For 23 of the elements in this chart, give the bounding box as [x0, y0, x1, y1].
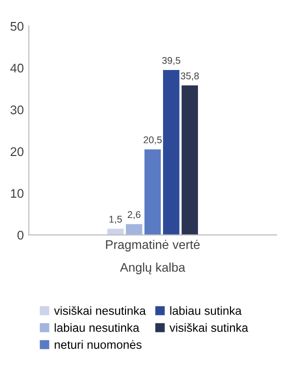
bar: [126, 224, 142, 235]
data-label: 20,5: [144, 136, 162, 144]
legend-label: labiau sutinka: [170, 306, 242, 315]
y-tick-label: 0: [17, 230, 24, 240]
x-axis-title: Anglų kalba: [120, 262, 186, 274]
bar: [163, 70, 180, 235]
legend-label: visiškai nesutinka: [54, 306, 146, 315]
y-tick-label: 50: [10, 22, 24, 31]
y-tick-label: 20: [10, 147, 24, 156]
legend-label: neturi nuomonės: [54, 340, 142, 349]
y-tick-label: 30: [10, 105, 24, 114]
x-tick-label: Pragmatinė vertė: [106, 240, 200, 252]
data-label: 2,6: [128, 211, 140, 220]
y-tick-label: 40: [10, 64, 24, 73]
bar: [107, 228, 124, 235]
legend-label: labiau nesutinka: [54, 323, 140, 332]
y-tick-label: 10: [10, 189, 24, 198]
data-label: 35,8: [180, 72, 199, 80]
bar: [182, 85, 198, 235]
data-label: 1,5: [109, 216, 122, 224]
bar: [144, 149, 161, 235]
legend-label: visiškai sutinka: [169, 323, 248, 332]
data-label: 39,5: [162, 57, 180, 66]
